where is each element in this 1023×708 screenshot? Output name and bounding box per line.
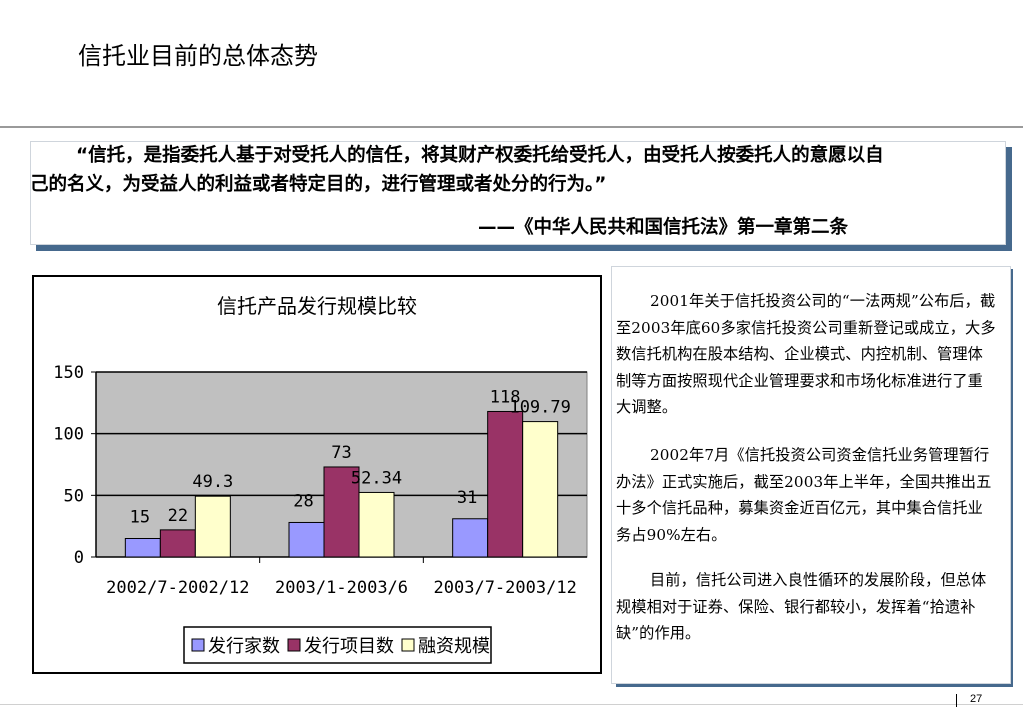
quote-line-2: 己的名义，为受益人的利益或者特定目的，进行管理或者处分的行为。” <box>30 174 607 195</box>
y-tick-label: 50 <box>64 486 84 506</box>
paragraph-1: 2001年关于信托投资公司的“一法两规”公布后，截至2003年底60多家信托投资… <box>616 292 996 416</box>
bar <box>487 410 524 558</box>
y-tick-label: 150 <box>53 363 84 383</box>
data-label: 73 <box>331 443 351 463</box>
legend-label: 发行家数 <box>208 636 280 657</box>
legend-label: 融资规模 <box>418 636 490 657</box>
x-tick-label: 2003/1-2003/6 <box>275 578 408 598</box>
bar <box>288 521 325 558</box>
paragraph-2: 2002年7月《信托投资公司资金信托业务管理暂行办法》正式实施后，截至2003年… <box>616 446 992 544</box>
paragraph-3: 目前，信托公司进入良性循环的发展阶段，但总体规模相对于证券、保险、银行都较小，发… <box>616 571 987 642</box>
data-label: 109.79 <box>509 398 570 418</box>
x-tick-label: 2003/7-2003/12 <box>434 578 577 598</box>
legend-swatch <box>401 638 415 652</box>
bar <box>323 466 360 558</box>
quote-line-1: “信托，是指委托人基于对受托人的信任，将其财产权委托给受托人，由受托人按委托人的… <box>76 145 884 166</box>
legend-box <box>183 626 492 664</box>
data-label: 31 <box>457 488 477 508</box>
title-divider <box>0 126 1023 128</box>
bar <box>452 518 489 558</box>
bar <box>124 538 161 558</box>
data-label: 118 <box>490 387 521 407</box>
legend-label: 发行项目数 <box>304 636 394 657</box>
legend-swatch <box>191 638 205 652</box>
bar <box>522 421 559 558</box>
y-tick-label: 100 <box>53 425 84 445</box>
bar-chart: 信托产品发行规模比较 0 50 100 150 2002/7-2002/12 15 2249… <box>53 294 588 664</box>
chart-legend: 发行家数 发行项目数 融资规模 <box>183 626 492 664</box>
page-number: 27 <box>970 693 983 705</box>
data-label: 52.34 <box>351 468 402 488</box>
bar <box>358 491 395 558</box>
chart-frame: 信托产品发行规模比较 0 50 100 150 2002/7-2002/12 15 22 49… <box>32 275 602 674</box>
page-title: 信托业目前的总体态势 <box>78 42 318 70</box>
chart-title: 信托产品发行规模比较 <box>217 294 417 318</box>
quote-box <box>30 141 1006 245</box>
y-tick-label: 0 <box>74 548 84 568</box>
bar <box>194 495 231 558</box>
legend-swatch <box>287 638 301 652</box>
x-tick-label: 2002/7-2002/12 <box>106 578 249 598</box>
page-number-divider <box>956 694 957 707</box>
text-panel <box>611 266 1011 684</box>
data-label: 22 <box>168 506 188 526</box>
quote-source: ——《中华人民共和国信托法》第一章第二条 <box>478 217 849 238</box>
bar <box>159 529 196 558</box>
footer-divider <box>0 704 1023 705</box>
data-label: 28 <box>293 491 313 511</box>
data-label: 15 <box>130 508 150 528</box>
data-label: 49.3 <box>192 472 233 492</box>
